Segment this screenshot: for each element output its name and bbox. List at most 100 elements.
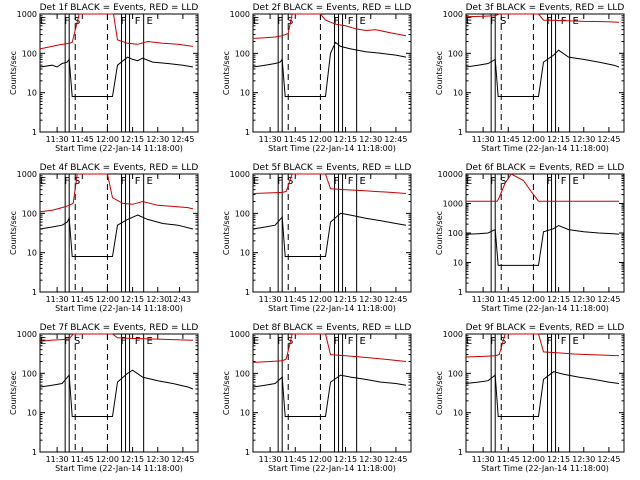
interval-letter: E (147, 176, 153, 187)
series-line-events (465, 371, 620, 417)
interval-letter: F (334, 336, 340, 347)
y-tick-label: 1 (458, 128, 463, 137)
x-tick-label: 12:45 (171, 455, 194, 464)
plot-frame (39, 173, 199, 293)
y-tick-label: 1000 (443, 200, 463, 209)
chart-panel-9: Det 9f BLACK = Events, RED = LLD 1 10 100 10… (435, 323, 625, 473)
x-tick-label: 12:45 (384, 295, 407, 304)
x-tick-label: 11:45 (497, 135, 520, 144)
series-line-lld (252, 13, 407, 39)
series-line-lld (39, 13, 194, 50)
series-line-events (465, 224, 620, 266)
y-tick-label: 10 (240, 89, 250, 98)
x-tick-label: 12:30 (146, 455, 169, 464)
y-tick-label: 10 (240, 249, 250, 258)
y-tick-label: 1 (245, 448, 250, 457)
x-tick-label: 12:15 (547, 135, 570, 144)
interval-letter: E (466, 176, 472, 187)
interval-letter: E (253, 336, 259, 347)
x-tick-label: 11:30 (472, 135, 495, 144)
interval-letter: F (334, 176, 340, 187)
interval-letter: F (64, 176, 70, 187)
x-tick-label: 11:30 (472, 295, 495, 304)
series-line-events (252, 41, 407, 97)
series-line-lld (465, 333, 620, 358)
x-tick-label: 12:30 (359, 295, 382, 304)
y-tick-label: 100 (448, 369, 463, 378)
y-tick-label: 10 (27, 409, 37, 418)
plot-frame (465, 13, 625, 133)
y-axis-label: Counts/sec (435, 211, 444, 255)
y-tick-label: 10 (27, 249, 37, 258)
interval-letter: F (561, 16, 567, 27)
interval-letter: F (547, 336, 553, 347)
y-axis-label: Counts/sec (9, 371, 18, 415)
y-tick-label: 1 (458, 448, 463, 457)
y-tick-label: 1000 (230, 330, 250, 339)
interval-letter: E (573, 176, 579, 187)
y-tick-label: 100 (22, 369, 37, 378)
y-tick-label: 100 (235, 369, 250, 378)
plot-frame (252, 13, 412, 133)
x-tick-label: 12:15 (121, 295, 144, 304)
interval-letter: E (253, 16, 259, 27)
x-tick-label: 11:45 (71, 455, 94, 464)
chart-panel-3: Det 3f BLACK = Events, RED = LLD 1 10 100 10… (435, 3, 625, 153)
y-tick-label: 100 (235, 49, 250, 58)
x-tick-label: 12:30 (359, 135, 382, 144)
x-axis-label: Start Time (22-Jan-14 11:18:00) (268, 464, 396, 473)
x-tick-label: 11:30 (259, 295, 282, 304)
chart-panel-1: Det 1f BLACK = Events, RED = LLD 1 10 100 10… (9, 3, 199, 153)
chart-title: Det 6f BLACK = Events, RED = LLD (466, 163, 625, 173)
plot-frame (39, 333, 199, 453)
chart-title: Det 4f BLACK = Events, RED = LLD (40, 163, 199, 173)
y-axis-label: Counts/sec (222, 371, 231, 415)
x-tick-label: 11:30 (472, 455, 495, 464)
interval-letter: E (147, 336, 153, 347)
y-tick-label: 100 (448, 229, 463, 238)
x-tick-label: 12:15 (547, 455, 570, 464)
y-tick-label: 100 (22, 49, 37, 58)
y-tick-label: 1000 (230, 170, 250, 179)
interval-letter: S (500, 16, 506, 27)
chart-panel-6: Det 6f BLACK = Events, RED = LLD 1 10 100 10… (435, 163, 625, 313)
chart-title: Det 8f BLACK = Events, RED = LLD (253, 323, 412, 333)
x-axis-label: Start Time (22-Jan-14 11:18:00) (481, 144, 609, 153)
y-tick-label: 10000 (438, 170, 463, 179)
interval-letter: F (64, 16, 70, 27)
chart-panel-7: Det 7f BLACK = Events, RED = LLD 1 10 100 10… (9, 323, 199, 473)
x-tick-label: 11:45 (71, 135, 94, 144)
interval-letter: F (277, 336, 283, 347)
interval-letter: S (287, 176, 293, 187)
y-tick-label: 100 (448, 49, 463, 58)
x-tick-label: 12:15 (334, 295, 357, 304)
x-tick-label: 12:30 (572, 455, 595, 464)
y-tick-label: 1 (245, 128, 250, 137)
chart-title: Det 9f BLACK = Events, RED = LLD (466, 323, 625, 333)
interval-letter: E (147, 16, 153, 27)
x-tick-label: 12:00 (96, 295, 119, 304)
interval-letter: F (121, 176, 127, 187)
interval-letter: F (490, 176, 496, 187)
interval-letter: F (135, 16, 141, 27)
y-tick-label: 1 (32, 288, 37, 297)
y-tick-label: 1000 (17, 330, 37, 339)
interval-letter: E (360, 176, 366, 187)
interval-letter: F (348, 16, 354, 27)
series-line-lld (252, 333, 407, 363)
y-tick-label: 1000 (443, 330, 463, 339)
x-tick-label: 12:00 (309, 295, 332, 304)
series-line-events (39, 369, 194, 417)
interval-letter: E (360, 336, 366, 347)
y-tick-label: 1 (245, 288, 250, 297)
x-tick-label: 12:15 (547, 295, 570, 304)
series-line-lld (39, 333, 194, 342)
x-tick-label: 12:45 (171, 135, 194, 144)
x-tick-label: 11:45 (284, 295, 307, 304)
x-tick-label: 11:30 (259, 455, 282, 464)
series-line-events (39, 56, 194, 97)
x-tick-label: 11:45 (497, 295, 520, 304)
x-tick-label: 12:45 (597, 295, 620, 304)
x-axis-label: Start Time (22-Jan-14 11:18:00) (481, 304, 609, 313)
chart-panel-2: Det 2f BLACK = Events, RED = LLD 1 10 100 10… (222, 3, 412, 153)
